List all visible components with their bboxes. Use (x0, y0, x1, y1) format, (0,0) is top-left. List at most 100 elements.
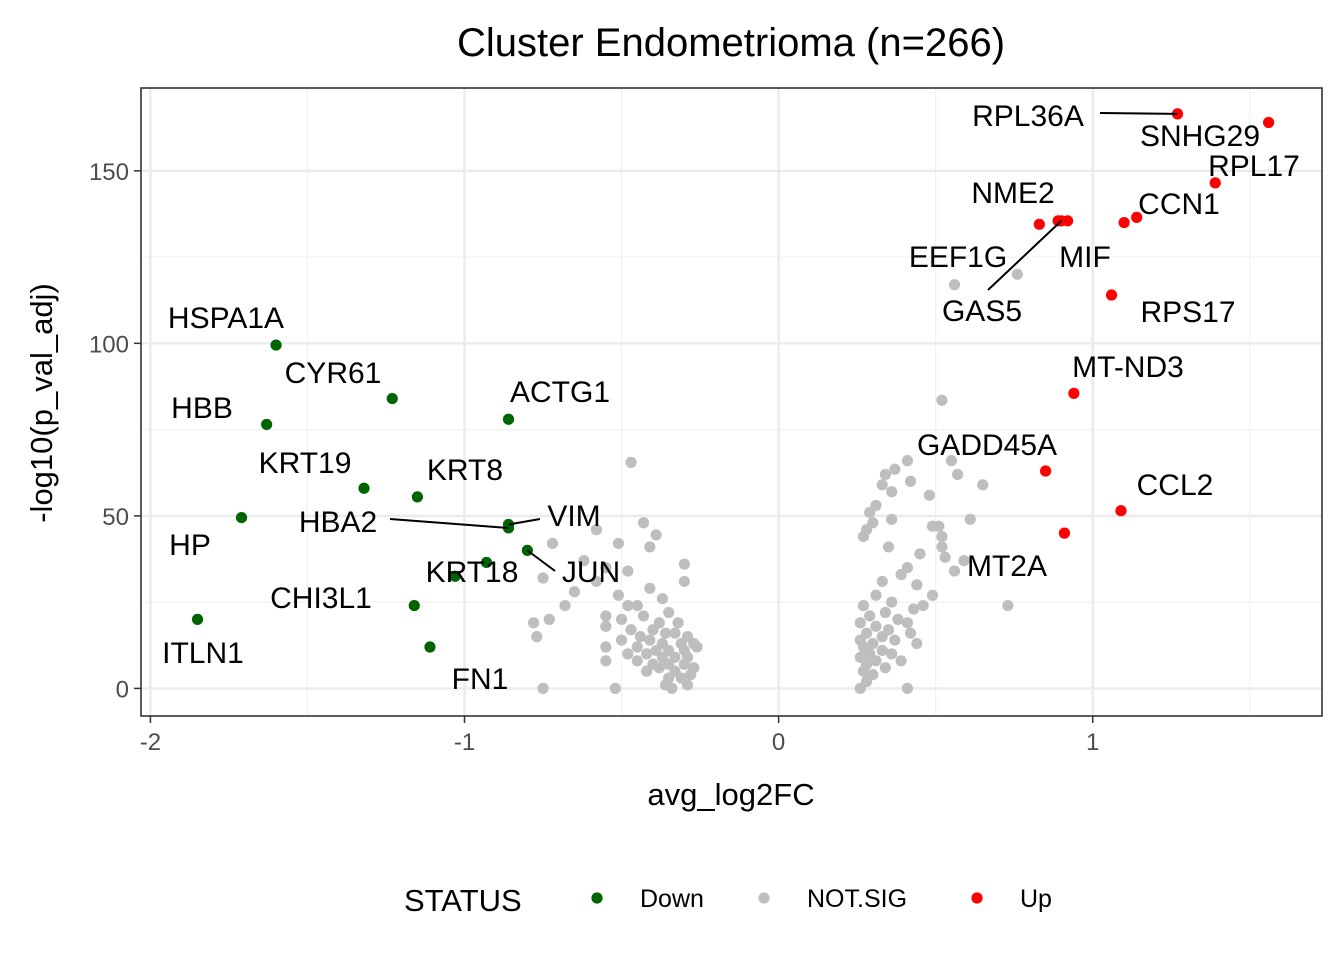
point-up (1118, 216, 1130, 229)
point-not-sig (889, 634, 901, 646)
point-not-sig (864, 610, 876, 622)
point-not-sig (637, 610, 650, 622)
gene-label: HBA2 (299, 506, 377, 539)
point-not-sig (612, 537, 625, 550)
point-not-sig (644, 541, 656, 553)
point-not-sig (936, 541, 948, 553)
x-tick-label: -2 (140, 729, 161, 756)
point-not-sig (948, 279, 961, 291)
point-not-sig (876, 575, 888, 588)
point-not-sig (578, 555, 590, 567)
point-not-sig (650, 529, 662, 541)
point-not-sig (600, 655, 612, 667)
point-not-sig (936, 394, 948, 406)
gene-label: JUN (562, 556, 620, 589)
point-down (235, 511, 248, 524)
point-not-sig (864, 506, 876, 519)
point-not-sig (917, 599, 929, 612)
point-not-sig (923, 489, 935, 501)
point-not-sig (911, 637, 923, 650)
point-not-sig (914, 548, 926, 560)
point-not-sig (870, 655, 882, 667)
point-not-sig (663, 606, 675, 619)
point-not-sig (870, 620, 882, 632)
point-not-sig (857, 599, 870, 612)
x-tick-label: 1 (1086, 729, 1099, 756)
point-not-sig (672, 617, 684, 629)
point-not-sig (867, 637, 879, 650)
point-not-sig (901, 617, 913, 629)
gene-label: KRT18 (426, 556, 519, 589)
point-not-sig (977, 479, 989, 491)
point-not-sig (901, 455, 913, 467)
point-not-sig (939, 551, 951, 563)
point-not-sig (543, 613, 555, 625)
gene-label: HP (169, 529, 211, 562)
label-connector (526, 549, 556, 572)
point-not-sig (945, 455, 957, 467)
gene-label: MT2A (967, 550, 1047, 583)
point-not-sig (964, 513, 976, 525)
point-up (1115, 505, 1127, 517)
point-not-sig (637, 517, 650, 529)
gene-label: SNHG29 (1140, 120, 1260, 153)
point-not-sig (659, 627, 672, 639)
point-not-sig (600, 620, 612, 632)
gene-label: ACTG1 (510, 376, 610, 409)
point-not-sig (904, 627, 917, 639)
point-not-sig (631, 641, 643, 653)
legend-key-not-sig (758, 892, 770, 904)
gene-label: GADD45A (917, 429, 1057, 462)
point-not-sig (901, 682, 913, 694)
point-not-sig (600, 562, 612, 574)
point-not-sig (857, 665, 870, 677)
gene-label: KRT8 (427, 454, 503, 487)
point-not-sig (911, 579, 923, 591)
point-not-sig (904, 475, 917, 487)
point-not-sig (926, 520, 939, 532)
point-not-sig (1011, 268, 1023, 280)
point-not-sig (876, 479, 888, 491)
point-not-sig (644, 634, 656, 646)
point-not-sig (546, 537, 559, 550)
point-not-sig (609, 682, 621, 694)
point-not-sig (895, 655, 907, 667)
point-up (1131, 211, 1143, 223)
label-connector (508, 518, 541, 526)
point-not-sig (892, 613, 904, 625)
point-down (261, 418, 273, 431)
point-not-sig (678, 575, 690, 588)
point-not-sig (590, 524, 603, 536)
point-down (191, 613, 204, 625)
point-not-sig (641, 665, 653, 677)
point-up (1209, 177, 1221, 189)
gene-label: CCL2 (1137, 469, 1214, 502)
data-points (191, 108, 1275, 694)
point-not-sig (537, 682, 549, 694)
y-tick-label: 50 (102, 504, 129, 531)
point-not-sig (625, 456, 637, 468)
gene-label: ITLN1 (162, 637, 244, 670)
point-not-sig (653, 662, 665, 674)
point-up (1039, 465, 1052, 477)
y-tick-label: 100 (89, 331, 129, 358)
point-down (424, 641, 436, 653)
point-up (1058, 527, 1071, 539)
point-not-sig (528, 617, 540, 629)
point-not-sig (678, 558, 690, 570)
point-not-sig (612, 589, 625, 601)
panel-border (140, 87, 1323, 717)
legend-label: Down (640, 885, 704, 913)
point-not-sig (685, 668, 697, 681)
gene-label: RPS17 (1140, 296, 1235, 329)
point-not-sig (691, 641, 703, 653)
point-not-sig (1002, 599, 1014, 612)
point-not-sig (879, 662, 892, 674)
point-not-sig (537, 572, 549, 584)
gridlines (141, 88, 1322, 716)
gene-label: CHI3L1 (270, 582, 372, 615)
x-axis: -2 -1 0 1 (140, 716, 1099, 756)
point-not-sig (879, 468, 892, 481)
chart-title: Cluster Endometrioma (n=266) (457, 21, 1005, 65)
